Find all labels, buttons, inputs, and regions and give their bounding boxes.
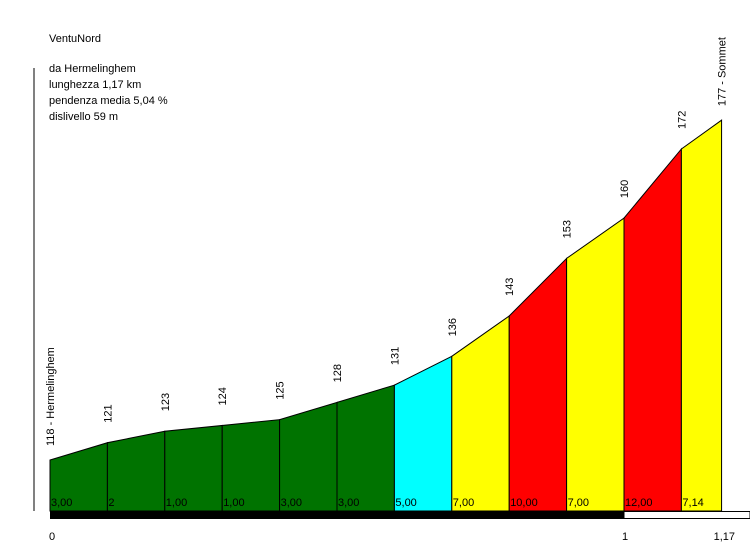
x-tick-label: 1 (622, 531, 628, 543)
segment-gradient-label: 7,14 (682, 497, 703, 509)
segment-gradient-label: 1,00 (166, 497, 187, 509)
elevation-label: 128 (332, 364, 344, 382)
segment-area (508, 257, 568, 512)
elevation-label: 177 - Sommet (717, 37, 729, 106)
segment-gradient-label: 3,00 (281, 497, 302, 509)
climb-length: lunghezza 1,17 km (49, 79, 142, 91)
elevation-label: 136 (447, 318, 459, 336)
elevation-label: 123 (160, 393, 172, 411)
distance-bar-partial-km (623, 511, 750, 519)
elevation-label: 125 (275, 381, 287, 399)
elevation-label: 121 (102, 404, 114, 422)
segment-gradient-label: 3,00 (338, 497, 359, 509)
segment-gradient-label: 7,00 (453, 497, 474, 509)
elevation-gain: dislivello 59 m (49, 111, 119, 123)
segment-area (680, 119, 723, 512)
segment-gradient-label: 2 (108, 497, 114, 509)
average-gradient: pendenza media 5,04 % (49, 95, 168, 107)
segment-gradient-label: 1,00 (223, 497, 244, 509)
elevation-label: 143 (504, 278, 516, 296)
segment-gradient-label: 5,00 (395, 497, 416, 509)
elevation-label: 172 (676, 111, 688, 129)
x-tick-label: 1,17 (714, 531, 735, 543)
chart-title: VentuNord (49, 33, 101, 45)
segment-gradient-label: 3,00 (51, 497, 72, 509)
elevation-label: 153 (562, 220, 574, 238)
distance-bar-full-km (50, 511, 624, 519)
elevation-label: 160 (619, 180, 631, 198)
segment-area (393, 355, 453, 512)
segment-area (623, 147, 682, 512)
segment-area (106, 430, 166, 512)
segment-gradient-label: 7,00 (568, 497, 589, 509)
segment-gradient-label: 12,00 (625, 497, 653, 509)
elevation-label: 131 (389, 347, 401, 365)
segment-area (566, 217, 625, 512)
start-location: da Hermelinghem (49, 63, 136, 75)
segment-area (279, 401, 338, 512)
segment-gradient-label: 10,00 (510, 497, 538, 509)
elevation-label: 118 - Hermelinghem (45, 347, 57, 446)
segment-area (451, 315, 510, 512)
elevation-label: 124 (217, 387, 229, 405)
profile-info: VentuNord da Hermelinghem lunghezza 1,17… (49, 31, 168, 125)
x-tick-label: 0 (49, 531, 55, 543)
segment-area (336, 384, 395, 512)
